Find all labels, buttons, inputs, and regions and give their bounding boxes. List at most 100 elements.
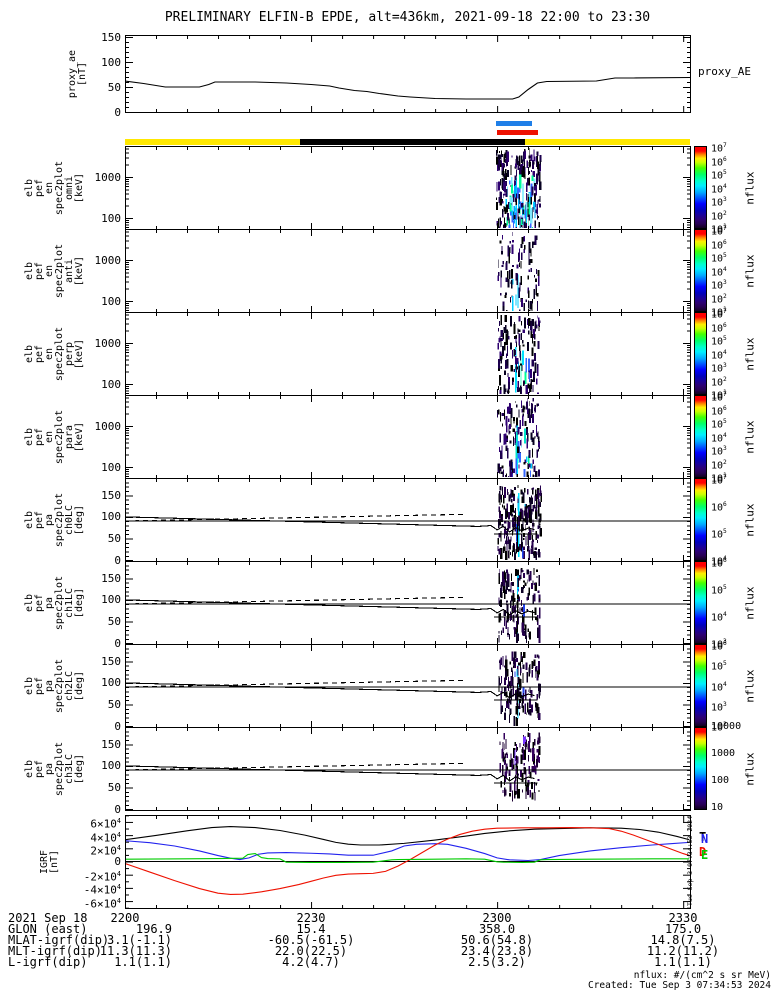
colorbar-tick-label-en_perp: 103 bbox=[711, 362, 727, 375]
ytick-label-igrf: -6×104 bbox=[83, 896, 121, 911]
ytick-label-en_anti: 1000 bbox=[94, 253, 122, 267]
igrf-legend-letter-D: D bbox=[699, 845, 707, 859]
y-axis-title-pa_ch2lc-text: elb pef pa spec2plot ch2LC [deg] bbox=[24, 658, 85, 713]
nflux-units-note: nflux: #/(cm^2 s sr MeV) bbox=[633, 970, 771, 981]
time-tick-2300: 2300 bbox=[482, 911, 512, 925]
plot-title: PRELIMINARY ELFIN-B EPDE, alt=436km, 202… bbox=[164, 10, 651, 25]
colorbar-tick-label-en_anti: 107 bbox=[711, 225, 727, 238]
ytick-label-en_perp: 100 bbox=[101, 377, 121, 391]
ytick-label-igrf: -2×104 bbox=[83, 870, 121, 884]
panel-pa_ch0lc bbox=[124, 478, 691, 562]
side-note-created-text: Tue Sep 3 07:34:53 2024 bbox=[686, 815, 694, 907]
panel-igrf bbox=[124, 815, 691, 909]
colorbar-tick-label-en_omni: 103 bbox=[711, 196, 727, 209]
mlt-value: 11.3(11.3) bbox=[99, 944, 172, 958]
mlat-value: -60.5(-61.5) bbox=[267, 933, 355, 947]
ytick-label-pa_ch3lc: 50 bbox=[107, 781, 121, 795]
colorbar-tick-label-pa_ch1lc: 103 bbox=[711, 638, 727, 651]
colorbar-tick-label-en_perp: 104 bbox=[711, 348, 727, 361]
colorbar-tick-label-en_perp: 101 bbox=[711, 389, 727, 402]
mlat-value: 3.1(-1.1) bbox=[106, 933, 172, 947]
ytick-label-pa_ch1lc: 150 bbox=[101, 571, 121, 585]
orbit-track-bar-day bbox=[125, 139, 690, 145]
colorbar-title-pa_ch1lc-text: nflux bbox=[743, 585, 757, 620]
colorbar-tick-label-en_omni: 105 bbox=[711, 169, 727, 182]
colorbar-tick-label-pa_ch3lc: 10000 bbox=[711, 721, 742, 732]
colorbar-tick-label-en_omni: 106 bbox=[711, 155, 727, 168]
igrf-legend-letter-N: N bbox=[701, 832, 709, 846]
colorbar-tick-label-pa_ch2lc: 105 bbox=[711, 660, 727, 673]
mlat-row-label: MLAT-igrf(dip) bbox=[8, 933, 110, 947]
created-timestamp: Created: Tue Sep 3 07:34:53 2024 bbox=[587, 980, 771, 991]
colorbar-tick-label-en_omni: 107 bbox=[711, 142, 727, 155]
y-axis-title-en_omni-text: elb pef en spec2plot omni [keV] bbox=[24, 160, 85, 215]
colorbar-tick-label-en_perp: 102 bbox=[711, 375, 727, 388]
panel-pa_ch3lc bbox=[124, 727, 691, 811]
lshell-row: L-igrf(dip) 1.1(1.1) 4.2(4.7) 2.5(3.2) 1… bbox=[0, 956, 775, 968]
colorbar-tick-label-en_anti: 106 bbox=[711, 238, 727, 251]
y-axis-title-proxy_ae-text: proxy_ae [nT] bbox=[67, 49, 88, 98]
ytick-label-pa_ch2lc: 0 bbox=[114, 719, 121, 733]
right-label-proxy_ae: proxy_AE bbox=[698, 64, 751, 78]
glon-row-label: GLON (east) bbox=[8, 922, 88, 936]
igrf-legend-letter-E: E bbox=[701, 848, 709, 862]
science-zone-bar-red bbox=[497, 130, 539, 135]
glon-value: 358.0 bbox=[478, 922, 516, 936]
colorbar-pa_ch1lc bbox=[694, 561, 707, 644]
mlt-value: 23.4(23.8) bbox=[460, 944, 534, 958]
ytick-label-igrf: 4×104 bbox=[90, 830, 121, 845]
mlat-value: 14.8(7.5) bbox=[650, 933, 716, 947]
colorbar-tick-label-pa_ch0lc: 105 bbox=[711, 528, 727, 541]
ytick-label-pa_ch3lc: 150 bbox=[101, 737, 121, 751]
ytick-label-en_para: 100 bbox=[101, 460, 121, 474]
colorbar-tick-label-en_anti: 105 bbox=[711, 252, 727, 265]
colorbar-tick-label-pa_ch2lc: 102 bbox=[711, 721, 727, 734]
time-tick-row: 2021 Sep 18 2200 2230 2300 2330 bbox=[0, 912, 775, 924]
ytick-label-proxy_ae: 50 bbox=[107, 80, 121, 94]
panel-en_perp bbox=[125, 312, 691, 396]
mlat-row: MLAT-igrf(dip) 3.1(-1.1) -60.5(-61.5) 50… bbox=[0, 934, 775, 946]
ytick-label-proxy_ae: 100 bbox=[101, 55, 121, 69]
colorbar-tick-label-en_para: 105 bbox=[711, 418, 727, 431]
colorbar-tick-label-pa_ch0lc: 104 bbox=[711, 555, 727, 568]
colorbar-tick-label-en_para: 106 bbox=[711, 404, 727, 417]
colorbar-pa_ch2lc bbox=[694, 644, 707, 727]
footer: nflux: #/(cm^2 s sr MeV) Created: Tue Se… bbox=[588, 971, 771, 991]
panel-proxy_ae bbox=[124, 35, 691, 113]
colorbar-title-pa_ch2lc-text: nflux bbox=[743, 668, 757, 703]
colorbar-title-pa_ch0lc-text: nflux bbox=[743, 502, 757, 537]
colorbar-tick-label-pa_ch3lc: 100 bbox=[711, 775, 730, 786]
y-axis-title-igrf-text: IGRF [nT] bbox=[39, 849, 60, 874]
date-label: 2021 Sep 18 bbox=[8, 911, 88, 925]
colorbar-tick-label-en_para: 103 bbox=[711, 445, 727, 458]
colorbar-tick-label-en_anti: 104 bbox=[711, 265, 727, 278]
time-tick-2330: 2330 bbox=[668, 911, 698, 925]
colorbar-tick-label-en_omni: 104 bbox=[711, 182, 727, 195]
lshell-value: 1.1(1.1) bbox=[654, 955, 712, 969]
lshell-row-label: L-igrf(dip) bbox=[8, 955, 88, 969]
colorbar-tick-label-en_perp: 106 bbox=[711, 321, 727, 334]
colorbar-en_para bbox=[694, 395, 707, 478]
ytick-label-pa_ch0lc: 150 bbox=[101, 488, 121, 502]
panel-en_anti bbox=[125, 229, 691, 313]
ytick-label-pa_ch1lc: 100 bbox=[101, 593, 121, 607]
colorbar-tick-label-pa_ch3lc: 10 bbox=[711, 802, 724, 813]
glon-row: GLON (east) 196.9 15.4 358.0 175.0 bbox=[0, 923, 775, 935]
ytick-label-pa_ch0lc: 100 bbox=[101, 510, 121, 524]
ytick-label-pa_ch2lc: 150 bbox=[101, 654, 121, 668]
ytick-label-pa_ch1lc: 50 bbox=[107, 615, 121, 629]
colorbar-tick-label-en_perp: 105 bbox=[711, 335, 727, 348]
y-axis-title-en_perp-text: elb pef en spec2plot perp [keV] bbox=[24, 326, 85, 381]
colorbar-tick-label-en_anti: 101 bbox=[711, 306, 727, 319]
colorbar-title-en_para-text: nflux bbox=[743, 419, 757, 454]
y-axis-title-en_anti-text: elb pef en spec2plot anti [keV] bbox=[24, 243, 85, 298]
ytick-label-igrf: -4×104 bbox=[83, 883, 121, 898]
mlt-value: 22.0(22.5) bbox=[274, 944, 348, 958]
colorbar-tick-label-pa_ch2lc: 106 bbox=[711, 640, 727, 653]
colorbar-tick-label-pa_ch1lc: 106 bbox=[711, 557, 727, 570]
colorbar-tick-label-pa_ch0lc: 106 bbox=[711, 501, 727, 514]
colorbar-tick-label-pa_ch2lc: 104 bbox=[711, 680, 727, 693]
y-axis-title-pa_ch1lc-text: elb pef pa spec2plot ch1LC [deg] bbox=[24, 575, 85, 630]
science-zone-bar-blue bbox=[496, 121, 532, 126]
ytick-label-pa_ch1lc: 0 bbox=[114, 636, 121, 650]
